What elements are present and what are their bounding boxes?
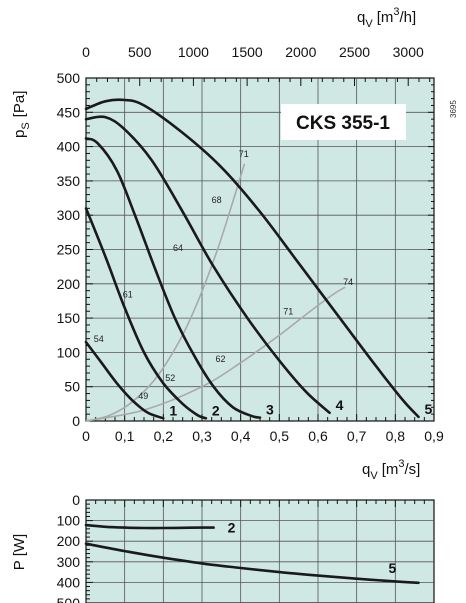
- y-tick-label: 150: [57, 310, 81, 326]
- y-tick-labels: 0 50 100 150 200 250 300 350 400 450 500: [57, 70, 81, 429]
- efficiency-label: 64: [173, 243, 183, 253]
- y-tick-label: 500: [57, 70, 81, 86]
- svg-text:P [W]: P [W]: [11, 534, 28, 570]
- speed-label-1: 1: [169, 402, 177, 418]
- x-tick-label: 0,6: [308, 428, 328, 444]
- efficiency-label: 68: [212, 195, 222, 205]
- efficiency-labels: 54 49 61 52 64 62 68 71 71 74: [94, 149, 353, 401]
- y-tick-label: 400: [57, 139, 81, 155]
- model-title: CKS 355-1: [296, 113, 390, 134]
- speed-label-2: 2: [212, 402, 220, 418]
- power-y-axis-title: P [W]: [11, 534, 28, 570]
- speed-label-3: 3: [266, 402, 274, 418]
- model-title-box: [281, 104, 406, 140]
- pressure-curve-1: [84, 340, 165, 420]
- pressure-curve-3: [84, 137, 262, 419]
- efficiency-label: 62: [216, 354, 226, 364]
- x-tick-label: 0: [82, 428, 90, 444]
- efficiency-label: 74: [343, 277, 353, 287]
- top-tick-label: 500: [128, 44, 152, 60]
- x-tick-labels: 0 0,1 0,2 0,3 0,4 0,5 0,6 0,7 0,8 0,9: [82, 428, 444, 444]
- y-tick-label: 300: [57, 207, 81, 223]
- power-curve-2: [84, 523, 215, 530]
- power-speed-labels: 25: [228, 520, 397, 576]
- top-tick-label: 1000: [178, 44, 209, 60]
- bottom-axis-title: qV [m3/s]: [362, 458, 420, 482]
- top-tick-label: 2000: [285, 44, 316, 60]
- efficiency-curves: [85, 163, 346, 422]
- y-axis-title: pS[Pa]: [11, 91, 32, 138]
- power-speed-label-2: 2: [228, 520, 236, 536]
- efficiency-label: 54: [94, 334, 104, 344]
- power-ticks: [85, 499, 435, 603]
- x-tick-label: 0,2: [154, 428, 174, 444]
- y-tick-label: 100: [57, 344, 81, 360]
- efficiency-label: 71: [283, 307, 293, 317]
- power-y-tick-label: 500: [57, 595, 81, 603]
- power-y-tick-label: 200: [57, 533, 81, 549]
- top-tick-label: 3000: [393, 44, 424, 60]
- efficiency-label: 52: [165, 373, 175, 383]
- efficiency-label: 49: [138, 391, 148, 401]
- y-tick-label: 250: [57, 242, 81, 258]
- top-tick-labels: 0 500 1000 1500 2000 2500 3000: [82, 44, 424, 60]
- y-tick-label: 0: [72, 413, 80, 429]
- top-tick-label: 2500: [339, 44, 370, 60]
- speed-labels: 1 2 3 4 5: [169, 397, 432, 418]
- top-axis-title: qV [m3/h]: [357, 6, 416, 30]
- x-tick-label: 0,4: [231, 428, 251, 444]
- power-y-tick-label: 0: [72, 492, 80, 508]
- speed-label-5: 5: [425, 401, 433, 417]
- power-plot-area: [85, 499, 435, 603]
- x-tick-label: 0,7: [347, 428, 367, 444]
- x-tick-label: 0,9: [424, 428, 444, 444]
- y-tick-label: 50: [64, 379, 80, 395]
- x-tick-label: 0,1: [115, 428, 135, 444]
- top-tick-label: 0: [82, 44, 90, 60]
- x-tick-label: 0,5: [270, 428, 290, 444]
- x-tick-label: 0,8: [386, 428, 406, 444]
- top-tick-label: 1500: [232, 44, 263, 60]
- pressure-curve-5: [84, 98, 420, 419]
- efficiency-curve-1: [85, 163, 246, 422]
- efficiency-label: 71: [239, 149, 249, 159]
- pressure-curve-2: [84, 207, 208, 420]
- efficiency-label: 61: [123, 290, 133, 300]
- pressure-curve-4: [84, 115, 331, 415]
- power-curve-5: [84, 542, 420, 585]
- power-y-tick-label: 100: [57, 513, 81, 529]
- power-grid: [86, 500, 434, 603]
- power-y-tick-label: 300: [57, 554, 81, 570]
- svg-text:pS[Pa]: pS[Pa]: [11, 91, 32, 138]
- power-y-tick-label: 400: [57, 574, 81, 590]
- power-y-tick-labels: 0 100 200 300 400 500: [57, 492, 81, 603]
- y-tick-label: 350: [57, 173, 81, 189]
- power-speed-label-5: 5: [389, 560, 397, 576]
- y-tick-label: 200: [57, 276, 81, 292]
- side-code: 3695: [449, 100, 458, 118]
- y-tick-label: 450: [57, 104, 81, 120]
- x-tick-label: 0,3: [192, 428, 212, 444]
- power-curves: [84, 523, 420, 585]
- speed-label-4: 4: [336, 397, 344, 413]
- pressure-curves: [84, 98, 420, 420]
- efficiency-curve-2: [85, 286, 346, 422]
